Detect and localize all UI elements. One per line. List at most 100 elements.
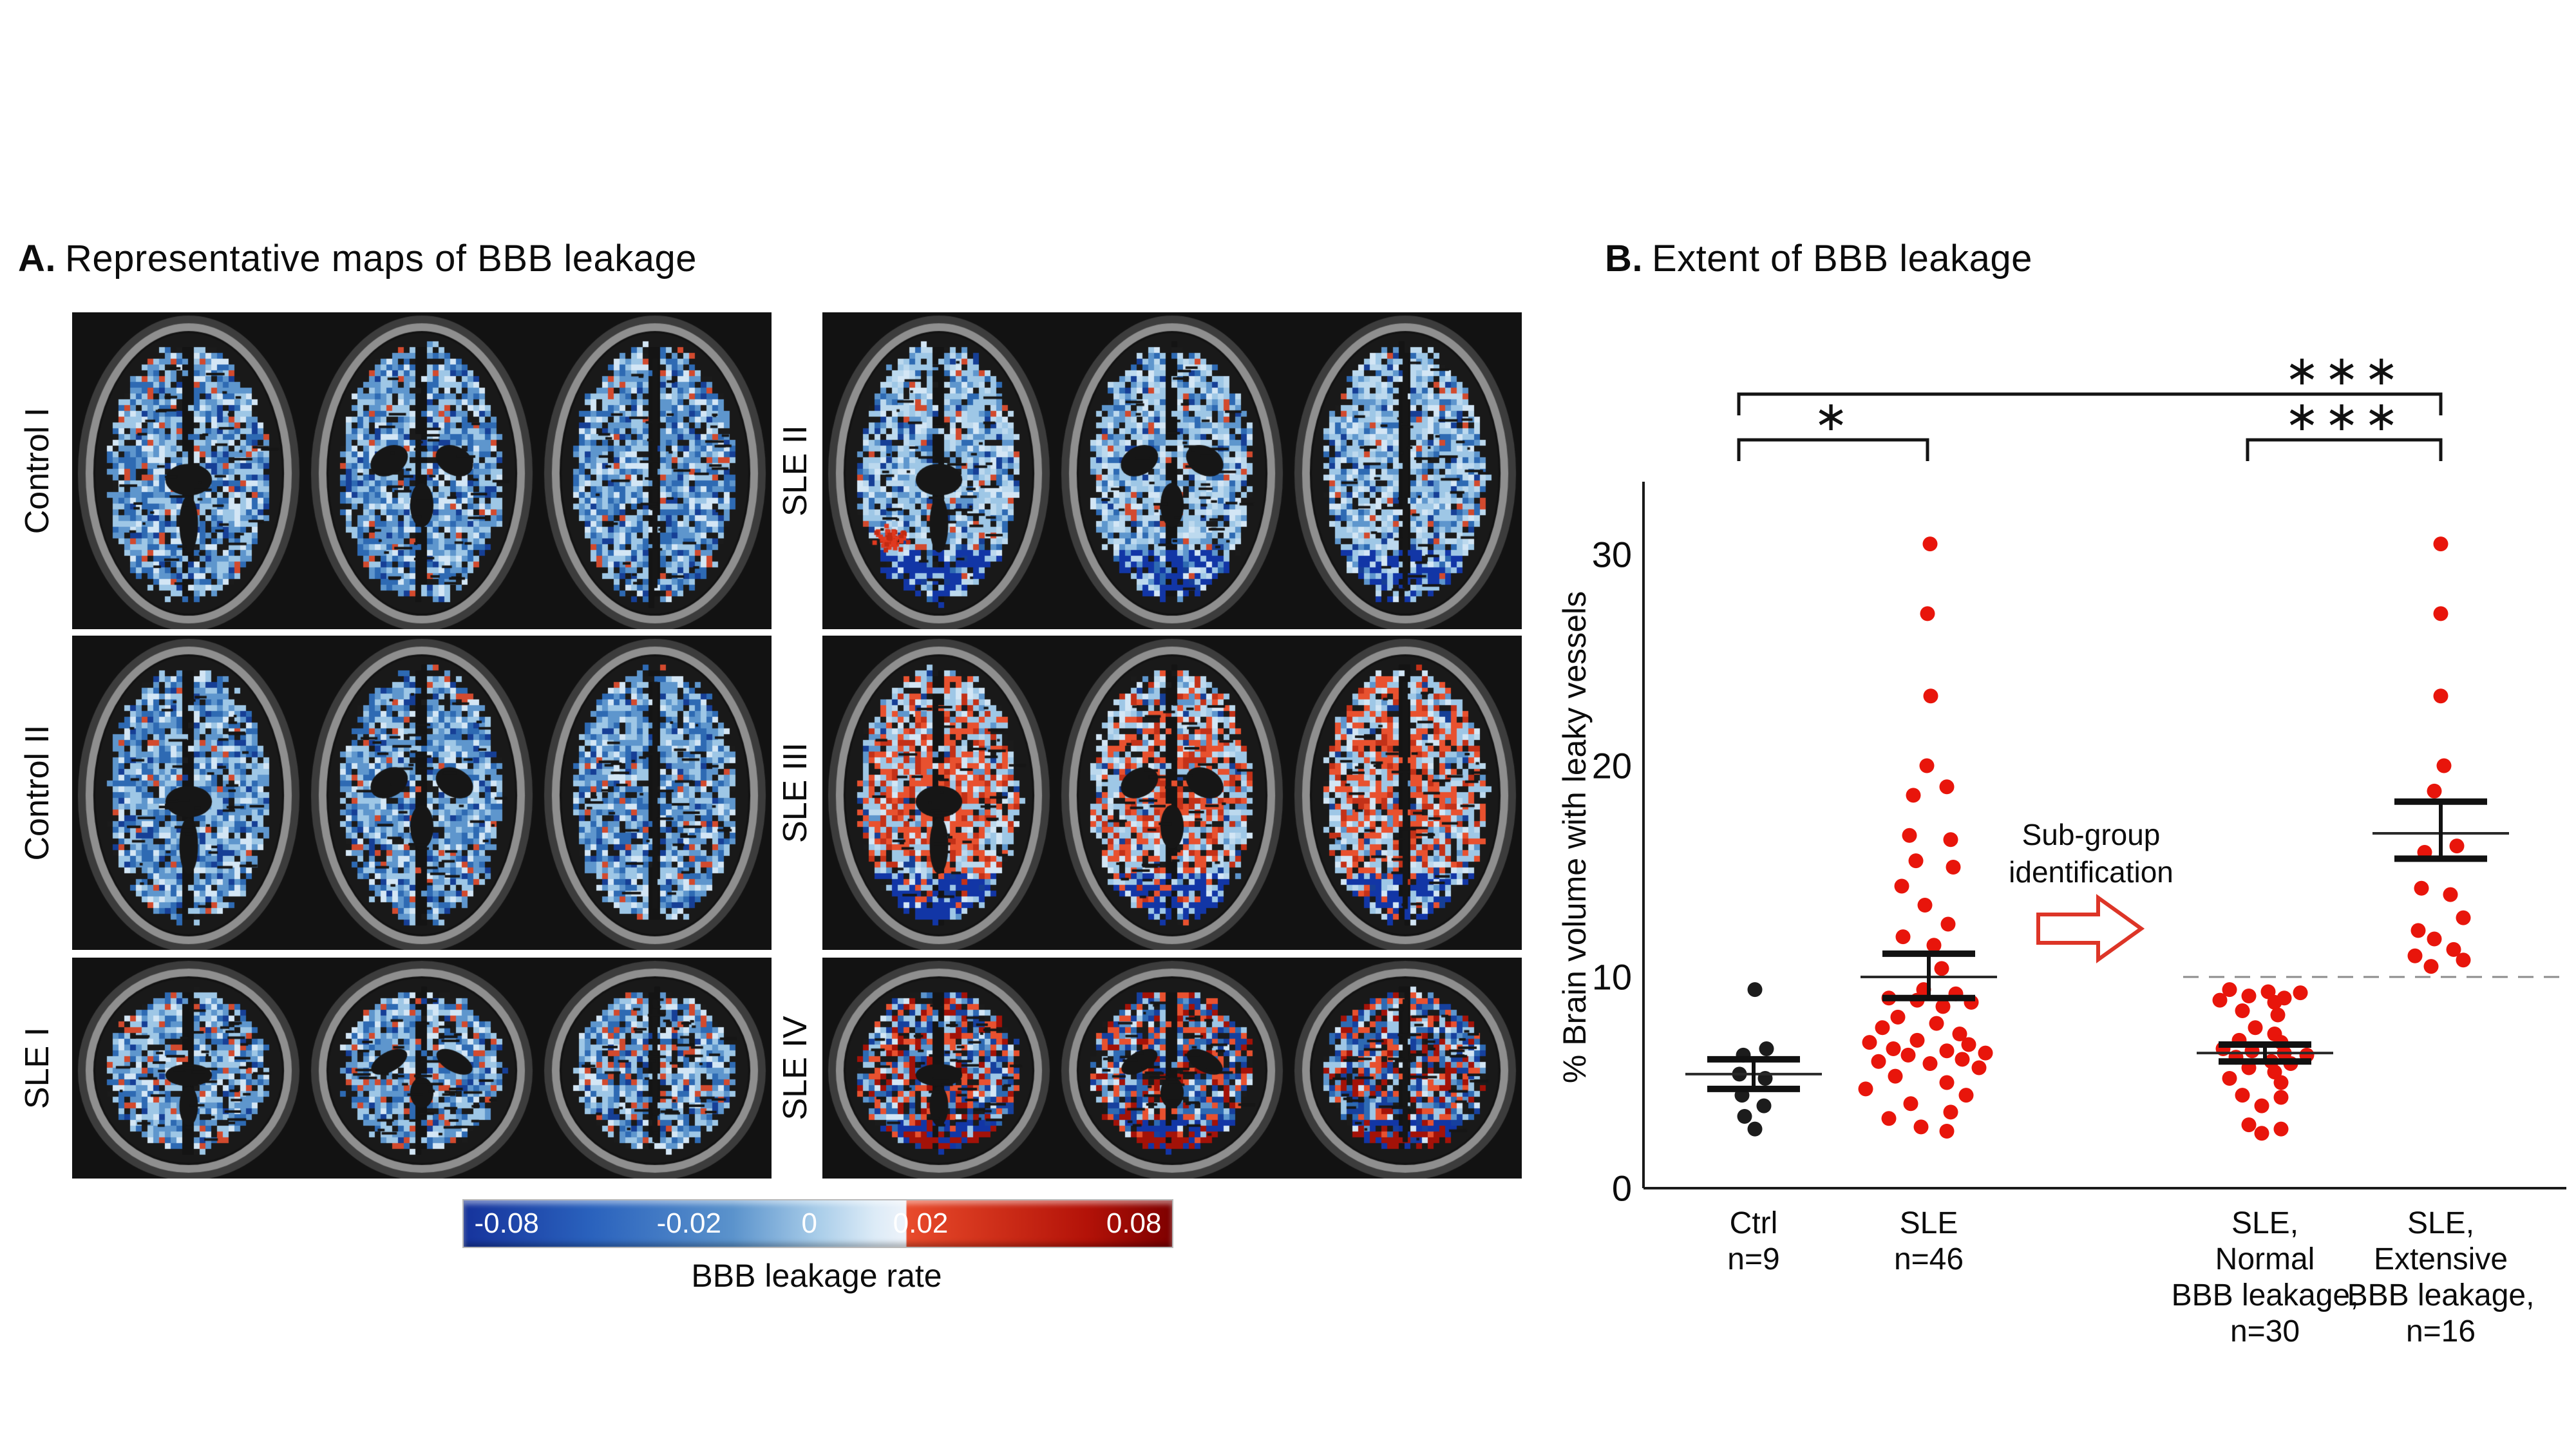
subgroup-note-line2: identification xyxy=(2009,855,2174,889)
data-point xyxy=(2456,952,2471,968)
data-point xyxy=(2273,1121,2289,1137)
data-point xyxy=(2410,923,2426,938)
brain-slice xyxy=(1056,636,1289,950)
data-point xyxy=(1756,1098,1772,1113)
data-point xyxy=(2436,758,2452,773)
data-point xyxy=(1881,1111,1897,1126)
data-point xyxy=(1926,938,1942,953)
row-label-control-1: Control I xyxy=(19,407,56,535)
data-point xyxy=(1952,1027,1967,1042)
panel-a-title-text: Representative maps of BBB leakage xyxy=(65,238,697,279)
colorbar-tick-neg008: -0.08 xyxy=(474,1208,539,1239)
data-point xyxy=(1958,1088,1974,1103)
subgroup-arrow-icon xyxy=(2036,894,2145,963)
data-point xyxy=(2254,1098,2269,1113)
data-point xyxy=(1871,1054,1886,1069)
data-point xyxy=(2407,948,2423,963)
data-point xyxy=(2423,959,2439,974)
data-point xyxy=(1909,1032,1925,1048)
brain-row-sle-1 xyxy=(72,958,772,1179)
data-point xyxy=(1759,1041,1774,1057)
y-tick-label: 10 xyxy=(1592,957,1632,998)
panel-a-title: A. Representative maps of BBB leakage xyxy=(18,237,697,280)
data-point xyxy=(1940,916,1956,932)
data-point xyxy=(1913,1119,1929,1135)
data-point xyxy=(2254,1126,2269,1141)
data-point xyxy=(2273,1090,2289,1105)
brain-row-sle-3 xyxy=(822,636,1522,950)
data-point xyxy=(1929,1016,1944,1031)
brain-slice xyxy=(1289,958,1522,1179)
brain-row-sle-2 xyxy=(822,312,1522,629)
data-point xyxy=(2427,783,2442,799)
y-tick-label: 20 xyxy=(1592,746,1632,786)
data-point xyxy=(1900,1047,1916,1063)
significance-bracket xyxy=(1737,438,1929,461)
brain-slice xyxy=(538,636,772,950)
row-label-sle-4: SLE IV xyxy=(777,1016,814,1121)
data-point xyxy=(1906,788,1921,803)
data-point xyxy=(1895,929,1911,945)
data-point xyxy=(1943,832,1958,848)
colorbar-tick-neg002: -0.02 xyxy=(656,1208,721,1239)
row-label-sle-2: SLE II xyxy=(777,425,814,516)
data-point xyxy=(2222,1070,2237,1086)
data-point xyxy=(1922,1056,1938,1071)
y-tick-label: 30 xyxy=(1592,535,1632,575)
data-point xyxy=(2433,688,2448,704)
significance-bracket xyxy=(1737,392,2443,415)
brain-slice xyxy=(72,312,305,629)
data-point xyxy=(1946,859,1961,875)
data-point xyxy=(1939,779,1955,795)
brain-slice xyxy=(305,312,538,629)
colorbar-label: BBB leakage rate xyxy=(691,1258,942,1294)
significance-bracket xyxy=(2246,438,2443,461)
data-point xyxy=(1934,961,1949,976)
data-point xyxy=(2212,992,2228,1008)
data-point xyxy=(2273,1075,2289,1090)
significance-stars: ∗∗∗ xyxy=(2285,348,2404,395)
data-point xyxy=(2443,887,2458,902)
data-point xyxy=(1903,1096,1918,1112)
data-point xyxy=(1908,853,1924,869)
brain-slice xyxy=(1056,958,1289,1179)
brain-row-control-1 xyxy=(72,312,772,629)
brain-slice xyxy=(72,958,305,1179)
subgroup-note-line1: Sub-group xyxy=(2022,818,2161,851)
data-point xyxy=(1737,1108,1752,1124)
colorbar-tick-pos008: 0.08 xyxy=(1106,1208,1162,1239)
data-point xyxy=(2241,1117,2257,1133)
data-point xyxy=(1858,1081,1873,1097)
row-label-sle-3: SLE III xyxy=(777,742,814,844)
data-point xyxy=(1919,758,1935,773)
data-point xyxy=(1943,1104,1958,1120)
data-point xyxy=(2235,1003,2250,1018)
data-point xyxy=(1939,1075,1955,1090)
data-point xyxy=(1939,1043,1955,1059)
data-point xyxy=(1862,1035,1877,1050)
data-point xyxy=(2267,994,2282,1010)
y-axis-title: % Brain volume with leaky vessels xyxy=(1557,591,1593,1083)
data-point xyxy=(1875,1020,1890,1036)
data-point xyxy=(1747,1121,1763,1137)
data-point xyxy=(1902,828,1917,843)
data-point xyxy=(2293,985,2308,1001)
panel-b-title: B. Extent of BBB leakage xyxy=(1605,237,2032,280)
brain-slice xyxy=(538,312,772,629)
brain-slice xyxy=(72,636,305,950)
data-point xyxy=(1935,999,1951,1014)
brain-slice xyxy=(822,636,1056,950)
brain-row-control-2 xyxy=(72,636,772,950)
y-tick-label: 0 xyxy=(1612,1168,1632,1209)
x-group-label: SLE n=46 xyxy=(1894,1206,1964,1276)
brain-slice xyxy=(1289,312,1522,629)
brain-slice xyxy=(822,312,1056,629)
x-group-label: SLE, Extensive BBB leakage, n=16 xyxy=(2347,1206,2535,1349)
data-point xyxy=(2248,1020,2263,1036)
data-point xyxy=(1890,1009,1906,1025)
data-point xyxy=(2427,931,2442,947)
x-group-label: SLE, Normal BBB leakage, n=30 xyxy=(2172,1206,2359,1349)
brain-slice xyxy=(1056,312,1289,629)
data-point xyxy=(2222,982,2237,998)
panel-a-letter: A. xyxy=(18,238,56,279)
